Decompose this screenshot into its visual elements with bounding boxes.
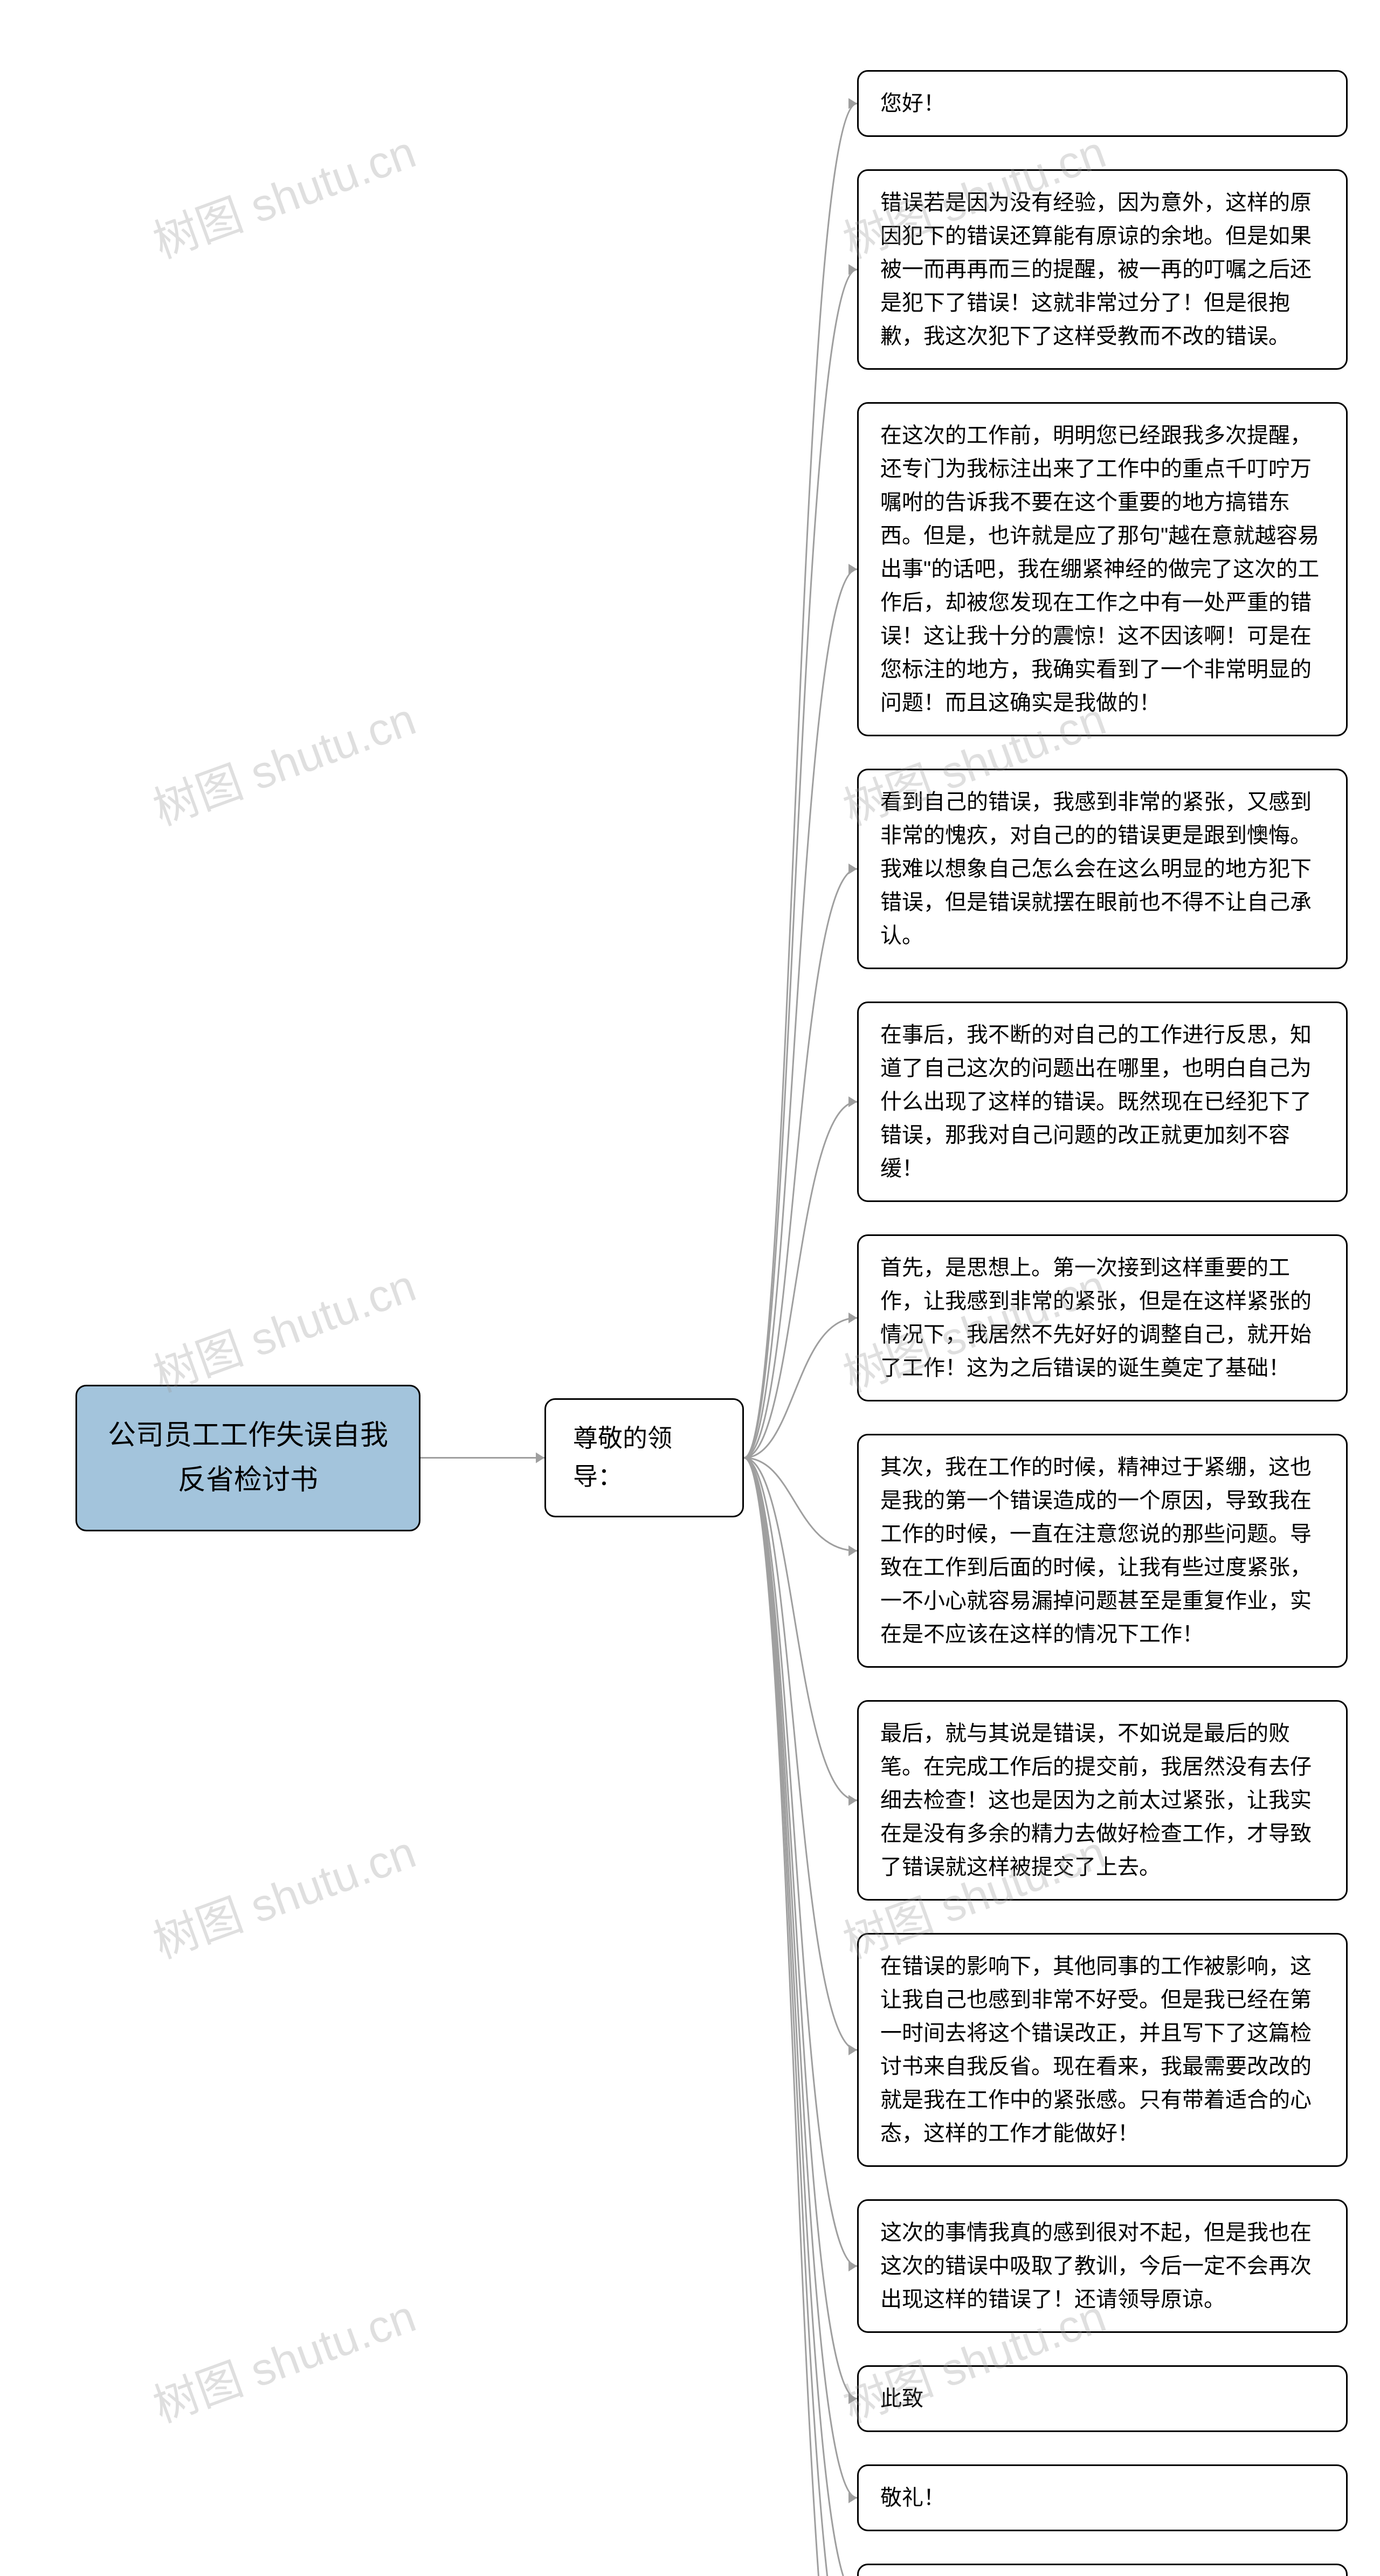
root-node: 公司员工工作失误自我反省检讨书: [75, 1385, 420, 1531]
leaf-node: 在这次的工作前，明明您已经跟我多次提醒，还专门为我标注出来了工作中的重点千叮咛万…: [857, 402, 1348, 736]
leaf-node: 看到自己的错误，我感到非常的紧张，又感到非常的愧疚，对自己的的错误更是跟到懊悔。…: [857, 769, 1348, 969]
leaf-node: 检讨人：xxx: [857, 2564, 1348, 2576]
leaf-node: 在事后，我不断的对自己的工作进行反思，知道了自己这次的问题出在哪里，也明白自己为…: [857, 1002, 1348, 1202]
watermark: 树图 shutu.cn: [143, 1817, 424, 1972]
leaf-node: 其次，我在工作的时候，精神过于紧绷，这也是我的第一个错误造成的一个原因，导致我在…: [857, 1434, 1348, 1668]
diagram-canvas: 公司员工工作失误自我反省检讨书 尊敬的领导： 您好！ 错误若是因为没有经验，因为意…: [0, 0, 1380, 2576]
watermark: 树图 shutu.cn: [143, 683, 424, 838]
leaf-node: 在错误的影响下，其他同事的工作被影响，这让我自己也感到非常不好受。但是我已经在第…: [857, 1933, 1348, 2167]
leaf-node: 错误若是因为没有经验，因为意外，这样的原因犯下的错误还算能有原谅的余地。但是如果…: [857, 169, 1348, 370]
leaf-node: 您好！: [857, 70, 1348, 137]
leaf-node: 这次的事情我真的感到很对不起，但是我也在这次的错误中吸取了教训，今后一定不会再次…: [857, 2199, 1348, 2333]
watermark: 树图 shutu.cn: [143, 116, 424, 272]
leaf-node: 首先，是思想上。第一次接到这样重要的工作，让我感到非常的紧张，但是在这样紧张的情…: [857, 1234, 1348, 1401]
watermark: 树图 shutu.cn: [143, 1249, 424, 1405]
leaf-node: 此致: [857, 2365, 1348, 2432]
mid-node: 尊敬的领导：: [544, 1398, 744, 1517]
leaf-node: 最后，就与其说是错误，不如说是最后的败笔。在完成工作后的提交前，我居然没有去仔细…: [857, 1700, 1348, 1901]
leaf-node: 敬礼！: [857, 2464, 1348, 2531]
watermark: 树图 shutu.cn: [143, 2280, 424, 2435]
